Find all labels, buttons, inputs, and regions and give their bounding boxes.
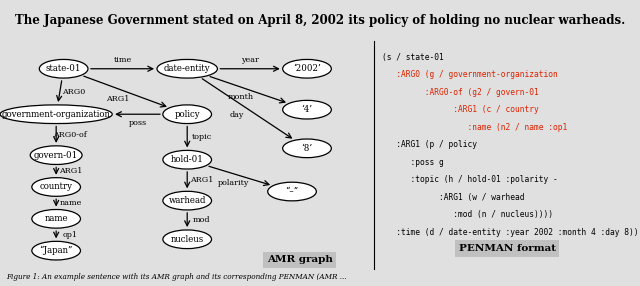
Ellipse shape bbox=[163, 230, 212, 249]
Text: ‘8’: ‘8’ bbox=[301, 144, 312, 153]
Ellipse shape bbox=[283, 59, 332, 78]
Text: year: year bbox=[241, 56, 259, 64]
Ellipse shape bbox=[0, 105, 112, 124]
Text: ARG1: ARG1 bbox=[189, 176, 213, 184]
Ellipse shape bbox=[283, 139, 332, 158]
Ellipse shape bbox=[163, 150, 212, 169]
Text: govern-01: govern-01 bbox=[34, 151, 78, 160]
Text: “–”: “–” bbox=[285, 187, 299, 196]
Text: :ARG1 (w / warhead: :ARG1 (w / warhead bbox=[382, 193, 525, 202]
Text: polarity: polarity bbox=[218, 179, 249, 187]
Ellipse shape bbox=[32, 178, 81, 196]
Text: :name (n2 / name :op1: :name (n2 / name :op1 bbox=[382, 123, 572, 132]
Ellipse shape bbox=[32, 241, 81, 260]
Ellipse shape bbox=[163, 191, 212, 210]
Text: time: time bbox=[113, 56, 132, 64]
Text: :topic (h / hold-01 :polarity -: :topic (h / hold-01 :polarity - bbox=[382, 175, 558, 184]
Text: :ARG1 (p / policy: :ARG1 (p / policy bbox=[382, 140, 477, 149]
Text: name: name bbox=[44, 214, 68, 223]
Text: date-entity: date-entity bbox=[164, 64, 211, 73]
Ellipse shape bbox=[32, 210, 81, 228]
Text: ARG0: ARG0 bbox=[63, 88, 86, 96]
Ellipse shape bbox=[268, 182, 316, 201]
Text: :mod (n / nucleus)))): :mod (n / nucleus)))) bbox=[382, 210, 554, 219]
Text: state-01: state-01 bbox=[46, 64, 81, 73]
Text: :time (d / date-entity :year 2002 :month 4 :day 8)): :time (d / date-entity :year 2002 :month… bbox=[382, 228, 639, 237]
Text: nucleus: nucleus bbox=[171, 235, 204, 244]
Text: Figure 1: An example sentence with its AMR graph and its corresponding PENMAN (A: Figure 1: An example sentence with its A… bbox=[6, 273, 347, 281]
Text: warhead: warhead bbox=[168, 196, 206, 205]
Text: ARG0-of: ARG0-of bbox=[54, 131, 87, 139]
Ellipse shape bbox=[30, 146, 82, 164]
Text: policy: policy bbox=[174, 110, 200, 119]
Text: :poss g: :poss g bbox=[382, 158, 444, 167]
Text: AMR graph: AMR graph bbox=[267, 255, 332, 264]
Text: :ARG1 (c / country: :ARG1 (c / country bbox=[382, 105, 539, 114]
Text: hold-01: hold-01 bbox=[171, 155, 204, 164]
Text: name: name bbox=[59, 199, 81, 207]
Text: mod: mod bbox=[193, 216, 210, 224]
Text: The Japanese Government stated on April 8, 2002 its policy of holding no nuclear: The Japanese Government stated on April … bbox=[15, 14, 625, 27]
Text: “Japan”: “Japan” bbox=[40, 246, 73, 255]
Text: ‘4’: ‘4’ bbox=[301, 105, 312, 114]
Text: poss: poss bbox=[129, 119, 147, 127]
Text: day: day bbox=[230, 111, 244, 119]
Text: month: month bbox=[228, 93, 254, 101]
Text: ARG1: ARG1 bbox=[59, 167, 82, 175]
Text: :ARG0 (g / government-organization: :ARG0 (g / government-organization bbox=[382, 70, 558, 79]
Ellipse shape bbox=[283, 100, 332, 119]
Text: government-organization: government-organization bbox=[2, 110, 111, 119]
Text: (s / state-01: (s / state-01 bbox=[382, 53, 444, 62]
Text: topic: topic bbox=[191, 133, 212, 141]
Text: PENMAN format: PENMAN format bbox=[459, 244, 556, 253]
Ellipse shape bbox=[39, 59, 88, 78]
Text: ARG1: ARG1 bbox=[106, 95, 130, 103]
Ellipse shape bbox=[157, 59, 218, 78]
Text: ‘2002’: ‘2002’ bbox=[293, 64, 321, 73]
Ellipse shape bbox=[163, 105, 212, 124]
Text: op1: op1 bbox=[63, 231, 78, 239]
Text: country: country bbox=[40, 182, 73, 192]
Text: :ARG0-of (g2 / govern-01: :ARG0-of (g2 / govern-01 bbox=[382, 88, 539, 97]
